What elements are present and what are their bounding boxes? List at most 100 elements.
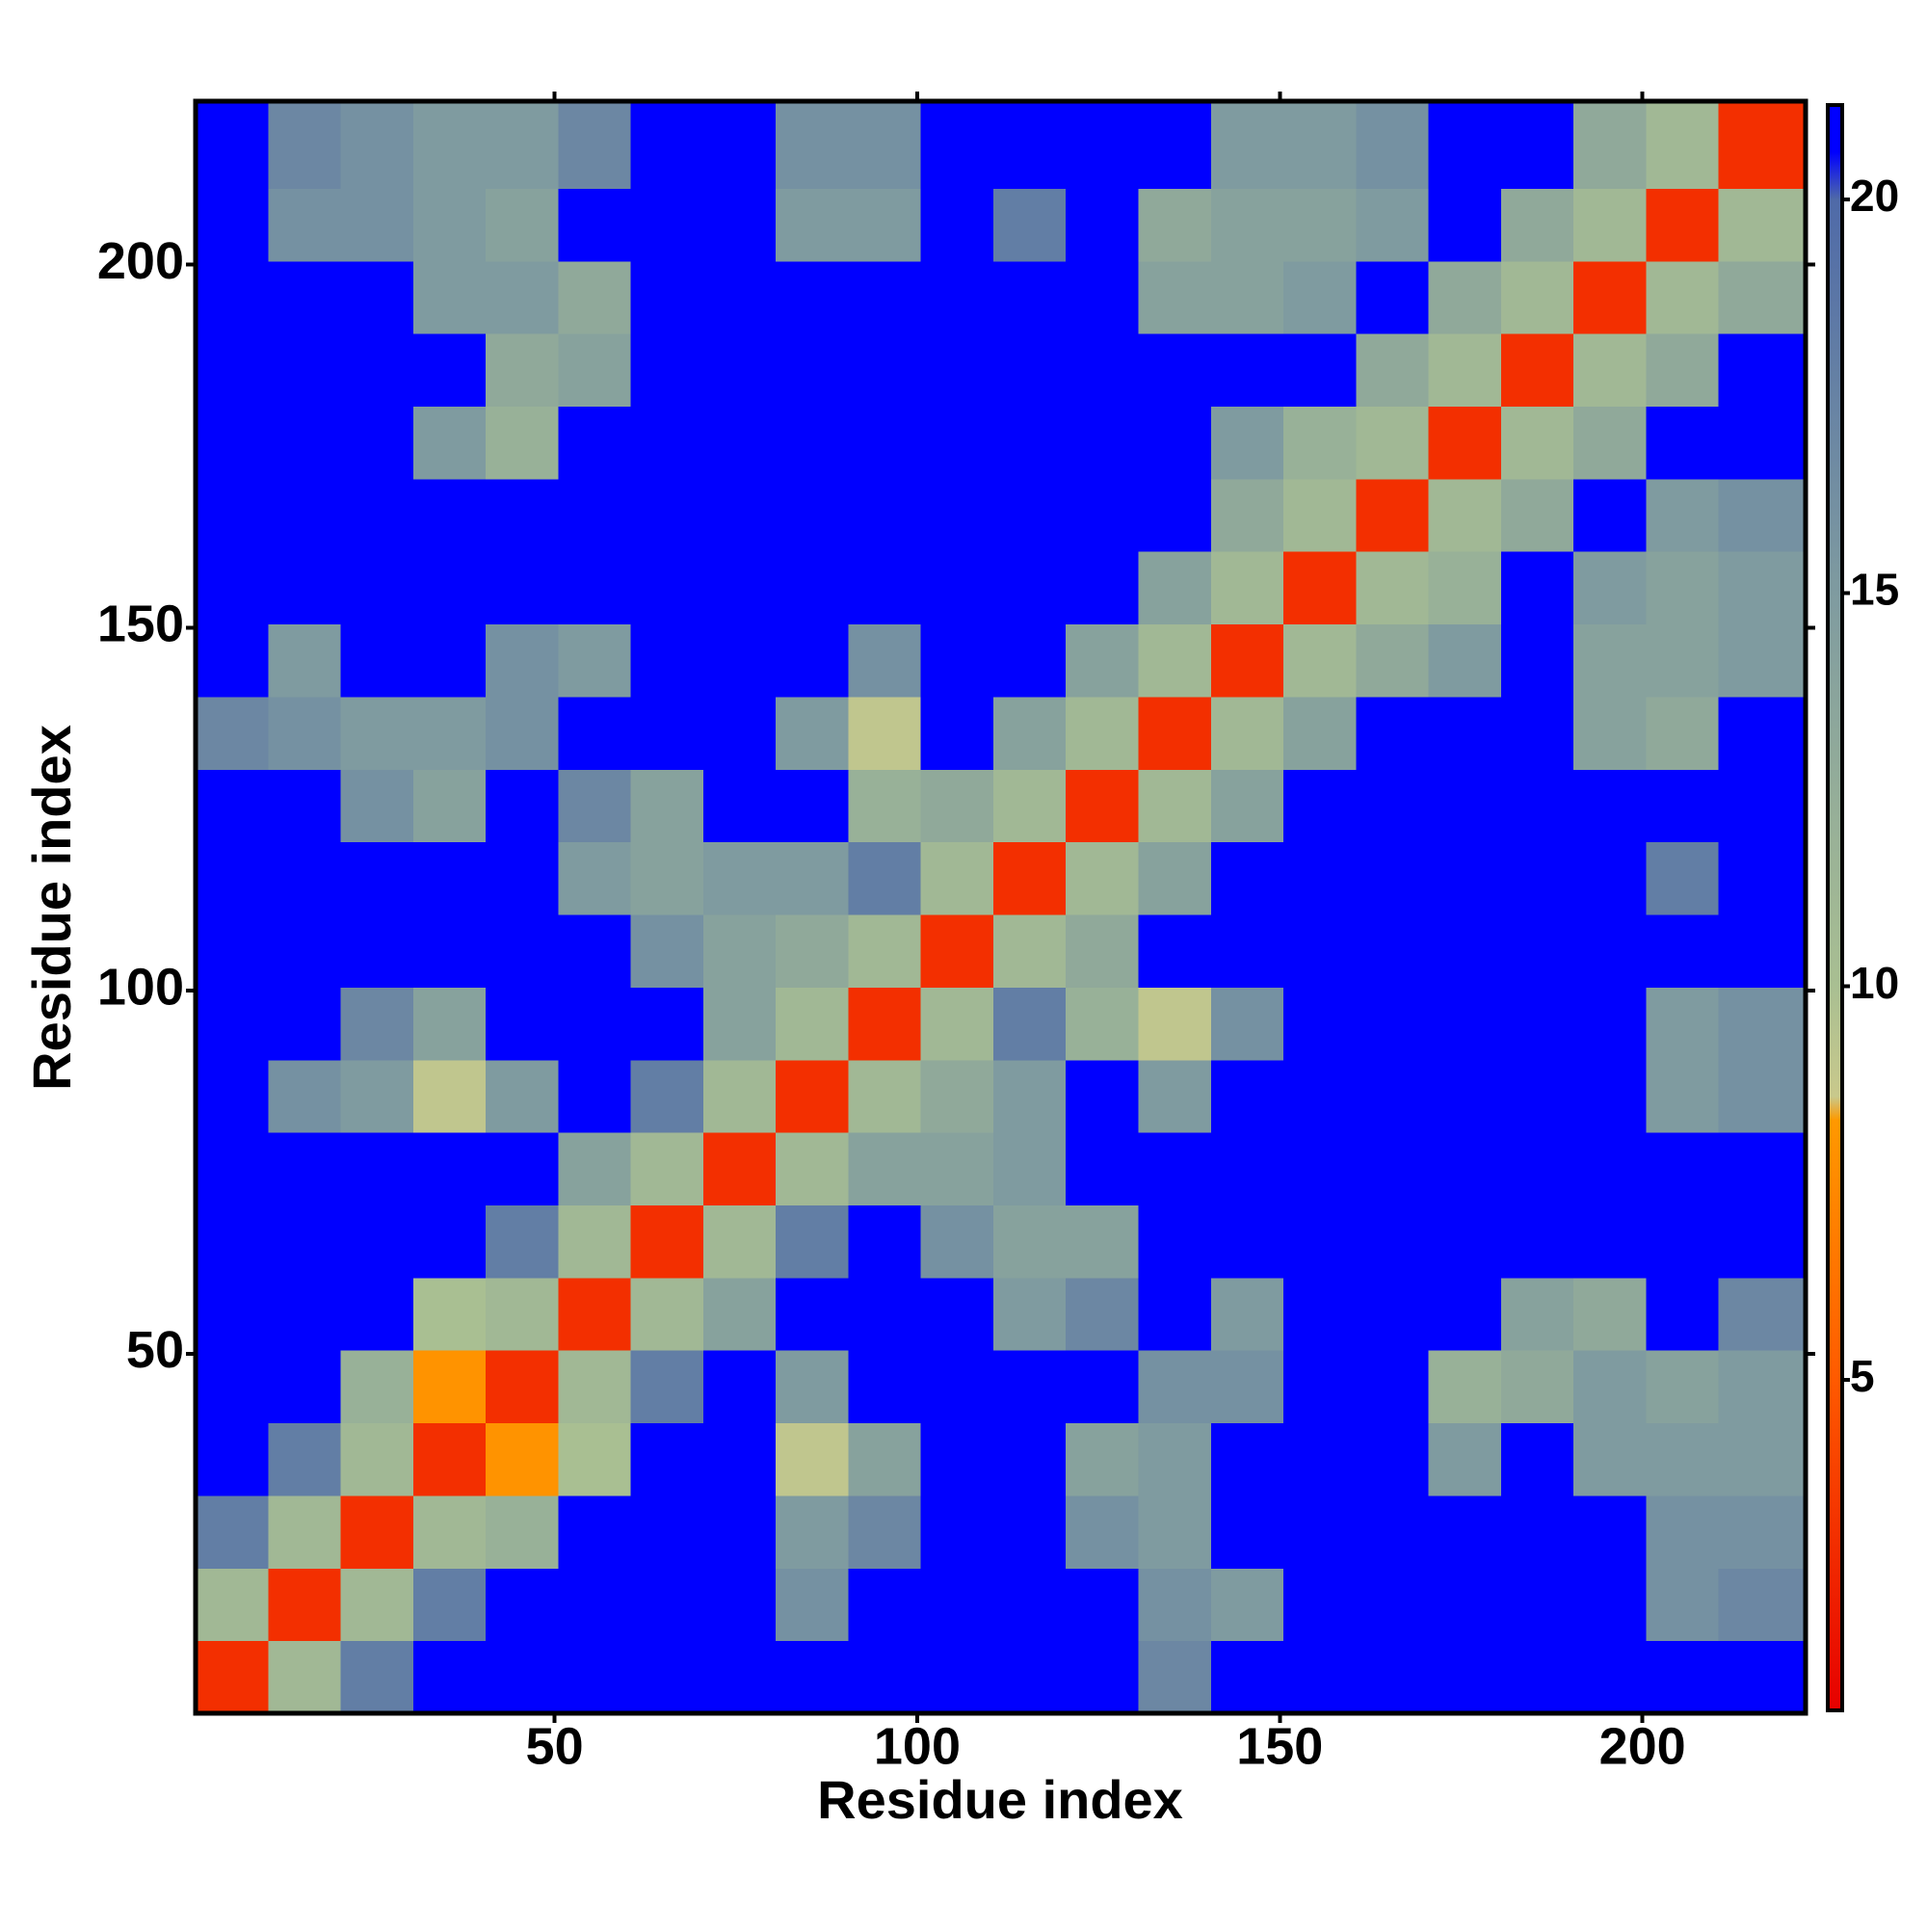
heatmap-cell [1428,406,1502,480]
heatmap-cell [1428,1059,1502,1133]
heatmap-cell [1138,1640,1212,1714]
heatmap-cell [1356,260,1430,334]
heatmap-cell [848,1495,922,1569]
heatmap-cell [340,623,414,698]
heatmap-cell [1428,101,1502,189]
heatmap-cell [920,1132,994,1205]
heatmap-cell [1066,406,1140,480]
heatmap-cell [1066,551,1140,625]
heatmap-cell [340,1422,414,1496]
heatmap-cell [630,1640,704,1714]
heatmap-cell [1500,333,1574,408]
heatmap-cell [340,914,414,988]
heatmap-cell [1138,478,1212,552]
heatmap-cell [196,1204,269,1279]
heatmap-cell [340,260,414,334]
heatmap-cell [1283,1640,1357,1714]
heatmap-cell [1718,1204,1807,1279]
heatmap-cell [1428,987,1502,1061]
heatmap-cell [1138,1350,1212,1424]
heatmap-cell [1356,101,1430,189]
heatmap-cell [848,914,922,988]
heatmap-cell [1646,841,1720,915]
heatmap-cell [1428,769,1502,843]
heatmap-cell [630,406,704,480]
heatmap-cell [1356,1568,1430,1642]
heatmap-cell [558,1422,632,1496]
heatmap-cell [1646,1640,1720,1714]
heatmap-cell [558,1640,632,1714]
heatmap-cell [1066,478,1140,552]
heatmap-cell [1646,260,1720,334]
heatmap-cell [848,769,922,843]
heatmap-cell [630,551,704,625]
heatmap-cell [992,1640,1067,1714]
heatmap-cell [848,841,922,915]
heatmap-cell [1718,551,1807,625]
heatmap-cell [1428,1640,1502,1714]
heatmap-cell [920,914,994,988]
heatmap-cell [1573,260,1647,334]
heatmap-cell [702,1204,777,1279]
heatmap-cell [1283,1568,1357,1642]
heatmap-cell [1138,1204,1212,1279]
heatmap-cell [196,841,269,915]
heatmap-cell [776,1422,849,1496]
heatmap-cell [1646,406,1720,480]
heatmap-cell [1718,769,1807,843]
heatmap-cell [412,260,487,334]
heatmap-cell [1573,987,1647,1061]
heatmap-cell [1428,623,1502,698]
heatmap-cell [1500,1277,1574,1351]
heatmap-cell [1428,1495,1502,1569]
heatmap-cell [1428,914,1502,988]
heatmap-cell [340,769,414,843]
heatmap-cell [776,1059,849,1133]
heatmap-cell [848,1640,922,1714]
heatmap-cell [1210,1350,1284,1424]
heatmap-cell [1573,914,1647,988]
heatmap-cell [486,406,559,480]
heatmap-cell [1066,1277,1140,1351]
heatmap-cell [702,333,777,408]
heatmap-cell [848,623,922,698]
heatmap-cell [268,260,342,334]
heatmap-cell [1356,1422,1430,1496]
heatmap-cell [848,478,922,552]
heatmap-cell [992,188,1067,262]
heatmap-cell [1210,841,1284,915]
heatmap-cell [412,1132,487,1205]
heatmap-cell [992,1204,1067,1279]
heatmap-cell [848,101,922,189]
heatmap-cell [196,406,269,480]
heatmap-cell [1573,1059,1647,1133]
heatmap-cell [558,987,632,1061]
heatmap-cell [1356,551,1430,625]
heatmap-cell [776,1495,849,1569]
heatmap-cell [630,841,704,915]
heatmap-cell [1646,1568,1720,1642]
heatmap-cell [776,1277,849,1351]
heatmap-cell [412,101,487,189]
heatmap-cell [1573,333,1647,408]
y-tick-label: 200 [97,232,184,290]
heatmap-cell [776,478,849,552]
heatmap-cell [486,1059,559,1133]
heatmap-cell [1500,1568,1574,1642]
heatmap-cell [1138,841,1212,915]
heatmap-cell [1646,1350,1720,1424]
heatmap-cell [920,987,994,1061]
heatmap-cell [1500,1422,1574,1496]
heatmap-cell [776,1132,849,1205]
heatmap-cell [486,188,559,262]
heatmap-cell [558,478,632,552]
heatmap-cell [1718,1350,1807,1424]
heatmap-cell [630,1350,704,1424]
heatmap-cell [268,406,342,480]
heatmap-cell [1500,260,1574,334]
heatmap-cell [268,987,342,1061]
heatmap-cell [1573,406,1647,480]
heatmap-cell [992,841,1067,915]
heatmap-cell [1573,188,1647,262]
